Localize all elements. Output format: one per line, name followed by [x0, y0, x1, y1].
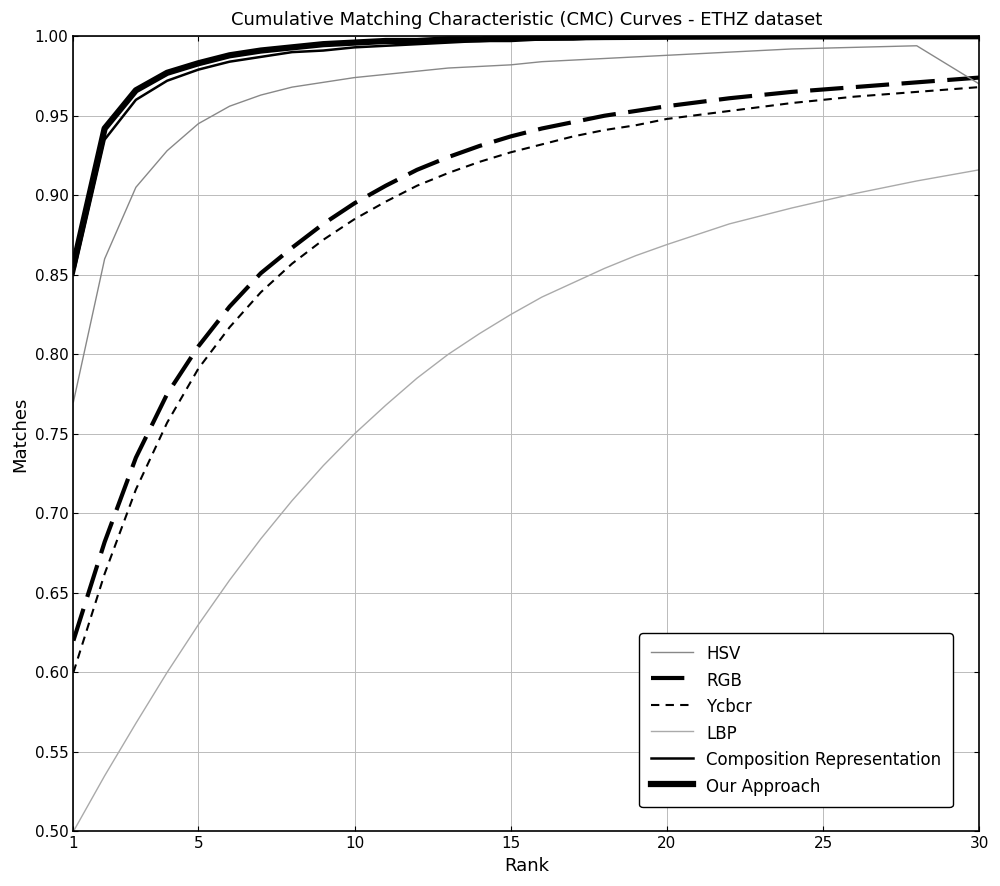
X-axis label: Rank: Rank — [504, 857, 549, 874]
Legend: HSV, RGB, Ycbcr, LBP, Composition Representation, Our Approach: HSV, RGB, Ycbcr, LBP, Composition Repres… — [639, 633, 953, 807]
Y-axis label: Matches: Matches — [11, 396, 29, 471]
Title: Cumulative Matching Characteristic (CMC) Curves - ETHZ dataset: Cumulative Matching Characteristic (CMC)… — [231, 12, 822, 29]
